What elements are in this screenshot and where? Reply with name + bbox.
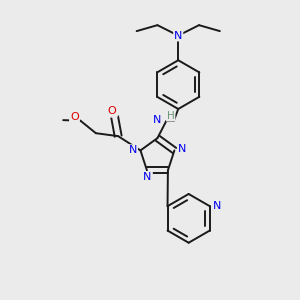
Text: N: N xyxy=(178,144,186,154)
Text: N: N xyxy=(153,115,162,125)
Text: N: N xyxy=(129,146,137,155)
Text: O: O xyxy=(108,106,117,116)
Text: H: H xyxy=(167,110,174,121)
Text: N: N xyxy=(143,172,152,182)
Text: N: N xyxy=(143,172,152,182)
Text: N: N xyxy=(174,31,182,40)
Text: N: N xyxy=(153,115,162,125)
Text: O: O xyxy=(108,106,117,116)
Text: N: N xyxy=(213,201,222,211)
Text: O: O xyxy=(70,112,79,122)
Text: N: N xyxy=(213,201,222,211)
Text: N: N xyxy=(129,146,137,155)
Text: O: O xyxy=(70,112,79,122)
Text: H: H xyxy=(167,110,174,121)
Text: N: N xyxy=(178,144,186,154)
